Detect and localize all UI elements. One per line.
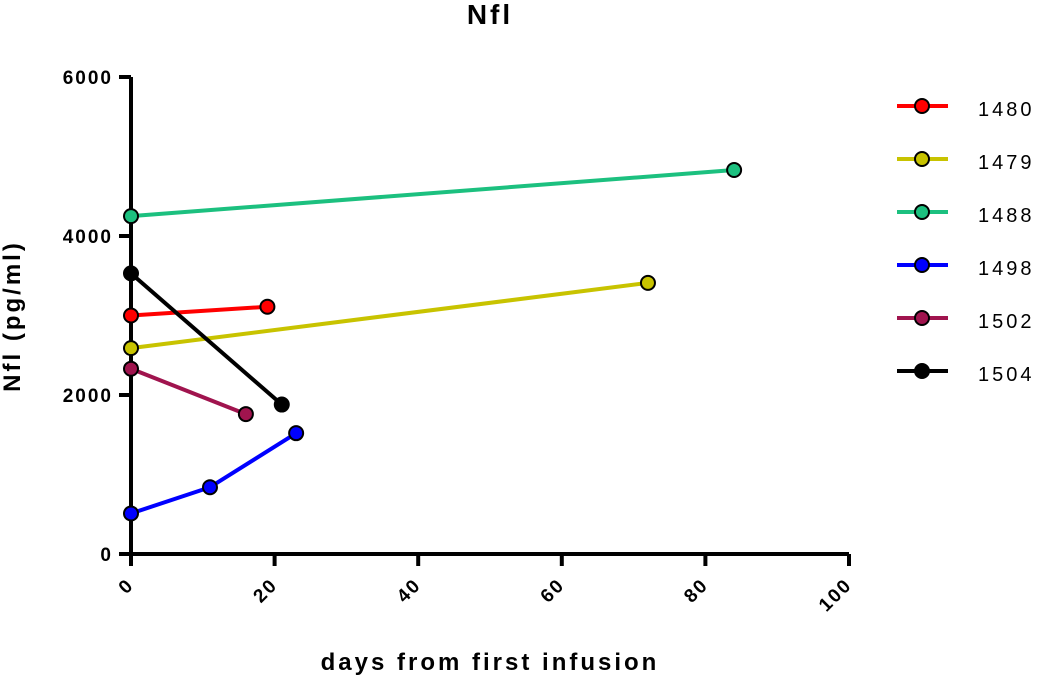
data-point [259, 298, 276, 315]
data-point [639, 274, 656, 291]
y-axis-label: Nfl (pg/ml) [0, 240, 26, 392]
legend-label: 1488 [978, 205, 1035, 227]
legend-marker [914, 257, 930, 273]
series-1480 [123, 298, 276, 324]
legend-item: 1502 [897, 310, 1035, 333]
legend-item: 1488 [897, 204, 1035, 227]
x-tick-label: 60 [537, 575, 570, 608]
x-tick-label: 80 [680, 575, 713, 608]
series-1498 [123, 425, 305, 522]
data-point [123, 360, 139, 377]
data-point [726, 162, 743, 179]
series-line [130, 280, 649, 351]
data-point [123, 340, 139, 357]
series-layer [123, 162, 743, 522]
chart-title: Nfl [467, 0, 513, 30]
data-point [237, 406, 254, 423]
x-tick-label: 20 [250, 575, 283, 608]
y-tick-label: 2000 [63, 386, 113, 407]
series-1488 [123, 162, 743, 225]
series-1502 [123, 360, 254, 423]
legend-item: 1498 [897, 257, 1035, 280]
legend-item: 1479 [897, 151, 1035, 174]
legend: 1480 1479 1488 1498 1502 1504 [897, 98, 1035, 386]
legend-marker [914, 204, 930, 220]
legend-label: 1480 [978, 99, 1035, 121]
legend-marker [914, 363, 930, 379]
y-tick-label: 6000 [63, 68, 113, 89]
legend-marker [914, 151, 930, 167]
legend-label: 1504 [978, 364, 1035, 386]
legend-label: 1479 [978, 152, 1035, 174]
data-point [201, 479, 218, 496]
series-line [130, 168, 735, 219]
data-point [123, 265, 139, 282]
x-tick-label: 0 [115, 575, 139, 599]
series-line [130, 366, 247, 416]
series-1479 [123, 274, 656, 357]
legend-label: 1502 [978, 311, 1035, 333]
data-point [123, 208, 139, 225]
legend-label: 1498 [978, 258, 1035, 280]
legend-item: 1504 [897, 363, 1035, 386]
series-line [129, 271, 284, 407]
legend-marker [914, 310, 930, 326]
x-tick-label: 100 [815, 575, 857, 617]
data-point [123, 505, 139, 522]
legend-marker [914, 98, 930, 114]
data-point [288, 425, 305, 442]
data-point [273, 396, 290, 413]
x-axis-label: days from first infusion [321, 649, 660, 676]
series-line [130, 431, 298, 516]
y-tick-label: 4000 [63, 227, 113, 248]
y-tick-label: 0 [100, 545, 113, 566]
series-line [130, 304, 268, 318]
series-1504 [123, 265, 290, 413]
data-point [123, 307, 139, 324]
x-tick-label: 40 [393, 575, 426, 608]
legend-item: 1480 [897, 98, 1035, 121]
